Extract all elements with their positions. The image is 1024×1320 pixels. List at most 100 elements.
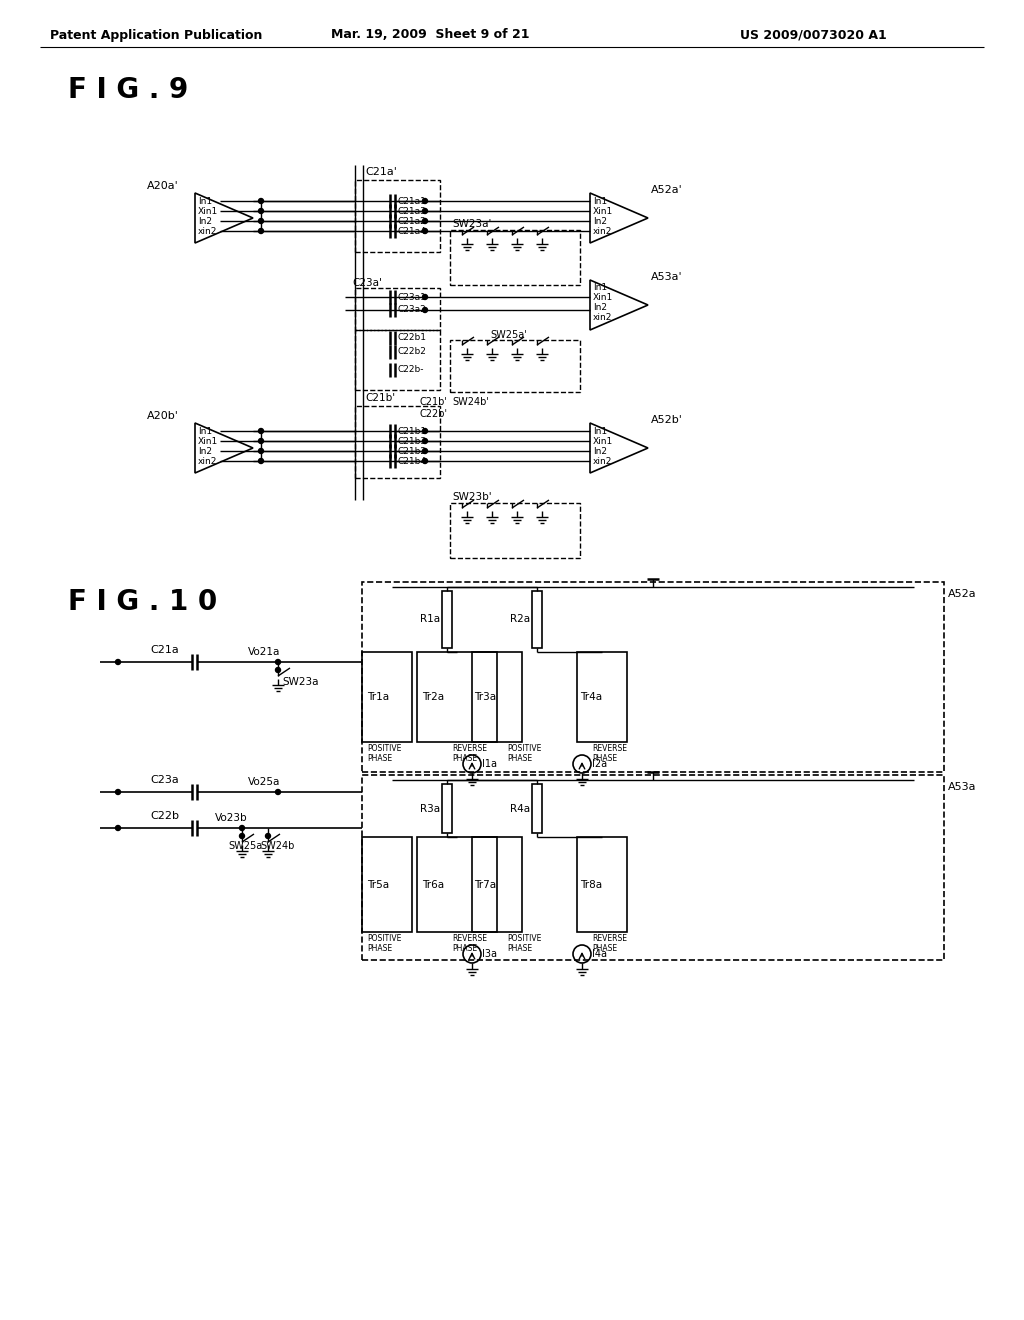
Text: In1: In1 [593,426,607,436]
Bar [417,652,497,742]
Text: Tr8a: Tr8a [580,879,602,890]
Circle shape [423,438,427,444]
Circle shape [423,449,427,454]
Text: PHASE: PHASE [452,944,477,953]
Text: Tr7a: Tr7a [474,879,496,890]
Text: Vo23b: Vo23b [215,813,248,822]
Text: C22b': C22b' [420,409,449,418]
Text: Mar. 19, 2009  Sheet 9 of 21: Mar. 19, 2009 Sheet 9 of 21 [331,29,529,41]
Text: I4a: I4a [592,949,607,960]
Text: F I G . 9: F I G . 9 [68,77,188,104]
Circle shape [275,668,281,672]
Bar [450,230,580,285]
Circle shape [240,833,245,838]
Text: In1: In1 [198,197,212,206]
Circle shape [423,228,427,234]
Bar [355,288,440,330]
Text: I2a: I2a [592,759,607,770]
Circle shape [258,429,263,433]
Text: PHASE: PHASE [452,754,477,763]
Circle shape [423,198,427,203]
Text: Tr2a: Tr2a [422,692,444,702]
Text: In1: In1 [593,284,607,293]
Text: R3a: R3a [420,804,440,813]
Text: xin2: xin2 [593,227,612,235]
Circle shape [240,825,245,830]
Text: C22b-: C22b- [398,366,425,375]
Text: POSITIVE: POSITIVE [367,935,401,942]
Bar [532,784,542,833]
Circle shape [258,219,263,223]
Text: A20a': A20a' [147,181,179,191]
Text: REVERSE: REVERSE [452,935,487,942]
Text: Tr5a: Tr5a [367,879,389,890]
Circle shape [423,294,427,300]
Bar [417,837,497,932]
Text: Vo25a: Vo25a [248,777,281,787]
Bar [472,652,522,742]
Text: C23a2: C23a2 [398,305,427,314]
Text: C21a': C21a' [365,168,397,177]
Text: Xin1: Xin1 [593,206,613,215]
Text: I1a: I1a [482,759,497,770]
Circle shape [116,825,121,830]
Text: R1a: R1a [420,615,440,624]
Text: Patent Application Publication: Patent Application Publication [50,29,262,41]
Bar [355,407,440,478]
Text: Tr6a: Tr6a [422,879,444,890]
Text: In2: In2 [198,446,212,455]
Text: Xin1: Xin1 [593,293,613,302]
Text: xin2: xin2 [593,457,612,466]
Circle shape [275,789,281,795]
Text: SW24b': SW24b' [452,397,488,407]
Circle shape [423,429,427,433]
Text: SW24b: SW24b [260,841,294,851]
Text: A53a': A53a' [651,272,683,282]
Text: In2: In2 [593,446,607,455]
Text: I3a: I3a [482,949,497,960]
Bar [362,582,944,772]
Circle shape [258,458,263,463]
Circle shape [258,198,263,203]
Text: US 2009/0073020 A1: US 2009/0073020 A1 [740,29,887,41]
Text: Tr3a: Tr3a [474,692,496,702]
Text: In2: In2 [198,216,212,226]
Circle shape [258,209,263,214]
Text: Vo21a: Vo21a [248,647,281,657]
Text: PHASE: PHASE [592,944,617,953]
Text: C21a: C21a [150,645,179,655]
Circle shape [423,209,427,214]
Bar [472,837,522,932]
Text: C21b': C21b' [365,393,395,403]
Text: PHASE: PHASE [592,754,617,763]
Text: C21a1: C21a1 [398,197,427,206]
Text: REVERSE: REVERSE [592,935,627,942]
Text: F I G . 1 0: F I G . 1 0 [68,587,217,616]
Circle shape [423,458,427,463]
Text: C22b2: C22b2 [398,347,427,356]
Text: R4a: R4a [510,804,530,813]
Text: Xin1: Xin1 [198,206,218,215]
Text: In2: In2 [593,304,607,313]
Text: A53a: A53a [948,781,977,792]
Circle shape [116,789,121,795]
Text: SW25a': SW25a' [490,330,526,341]
Text: PHASE: PHASE [507,754,532,763]
Text: PHASE: PHASE [367,754,392,763]
Circle shape [258,228,263,234]
Text: PHASE: PHASE [367,944,392,953]
Bar [450,341,580,392]
Text: C21b4: C21b4 [398,457,427,466]
Text: R2a: R2a [510,615,530,624]
Text: xin2: xin2 [198,457,217,466]
Text: C21b2: C21b2 [398,446,427,455]
Circle shape [423,219,427,223]
Text: SW25a: SW25a [228,841,262,851]
Circle shape [258,449,263,454]
Text: A52a': A52a' [651,185,683,195]
Text: REVERSE: REVERSE [592,744,627,752]
Circle shape [116,660,121,664]
Text: In1: In1 [593,197,607,206]
Text: In2: In2 [593,216,607,226]
Bar [577,652,627,742]
